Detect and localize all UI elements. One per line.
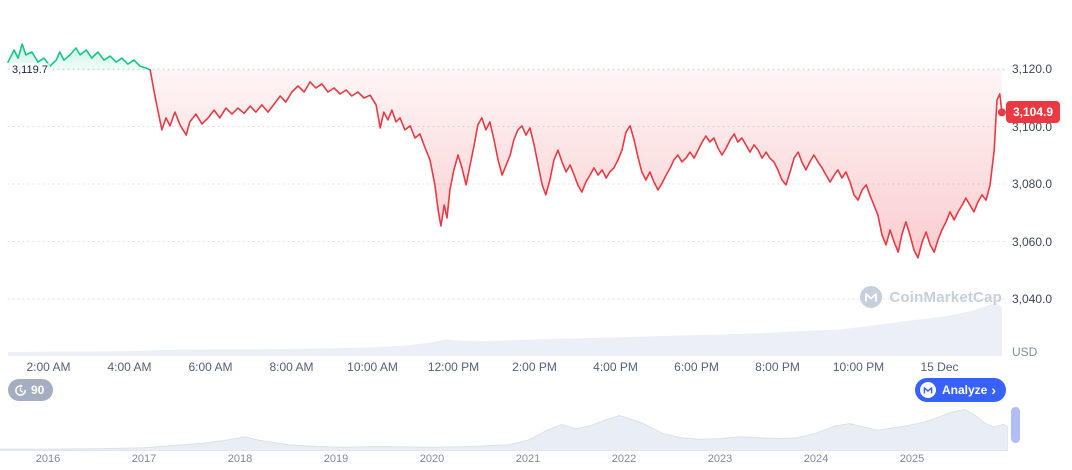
minimap-year-label: 2016 [35, 453, 61, 465]
price-line-down [149, 69, 1003, 259]
x-axis-label: 8:00 PM [755, 360, 800, 374]
minimap-year-label: 2021 [515, 453, 541, 465]
x-axis-label: 6:00 PM [674, 360, 719, 374]
down-fill [150, 69, 1002, 258]
x-axis-label: 6:00 AM [188, 360, 233, 374]
history-badge[interactable]: 90 [8, 379, 54, 401]
minimap-year-label: 2023 [707, 453, 733, 465]
x-axis-label: 12:00 PM [427, 360, 480, 374]
x-axis-label: 10:00 PM [832, 360, 885, 374]
x-axis-label: 2:00 PM [512, 360, 557, 374]
minimap-year-label: 2025 [899, 453, 925, 465]
minimap-year-label: 2018 [227, 453, 253, 465]
watermark-text: CoinMarketCap [889, 288, 1002, 306]
x-axis-label: 4:00 PM [593, 360, 638, 374]
analyze-label: Analyze [941, 383, 988, 397]
coinmarketcap-watermark: CoinMarketCap [860, 286, 1002, 308]
volume-area [8, 302, 1002, 356]
minimap-year-axis: 2016 2017 2018 2019 2020 2021 2022 2023 2024 2025 [0, 453, 1072, 467]
x-axis-label: 8:00 AM [269, 360, 314, 374]
analyze-button[interactable]: Analyze › [914, 378, 1006, 402]
last-price-dot [997, 108, 1006, 117]
timeline-minimap[interactable] [0, 403, 1008, 451]
minimap-year-label: 2017 [131, 453, 157, 465]
minimap-range-handle[interactable] [1011, 407, 1020, 443]
history-clock-icon [15, 384, 26, 396]
minimap-year-label: 2020 [419, 453, 445, 465]
coinmarketcap-logo-icon [860, 286, 883, 308]
price-line-up [7, 43, 151, 71]
coinmarketcap-logo-icon [919, 382, 936, 398]
x-axis: 2:00 AM 4:00 AM 6:00 AM 8:00 AM 10:00 AM 12:0… [0, 360, 1072, 376]
minimap-year-label: 2024 [803, 453, 829, 465]
x-axis-label: 15 Dec [920, 360, 959, 374]
minimap-year-label: 2019 [323, 453, 349, 465]
minimap-year-label: 2022 [611, 453, 637, 465]
current-price-badge: 3,104.9 [1006, 101, 1061, 124]
usd-axis-label: USD [1012, 345, 1038, 359]
x-axis-label: 2:00 AM [26, 360, 71, 374]
chevron-right-icon: › [991, 382, 996, 398]
x-axis-label: 4:00 AM [107, 360, 152, 374]
history-count: 90 [31, 383, 45, 397]
price-chart-canvas[interactable] [0, 0, 1072, 364]
history-area [0, 408, 1008, 451]
baseline-price-label: 3,119.7 [10, 62, 50, 77]
x-axis-label: 10:00 AM [347, 360, 398, 374]
